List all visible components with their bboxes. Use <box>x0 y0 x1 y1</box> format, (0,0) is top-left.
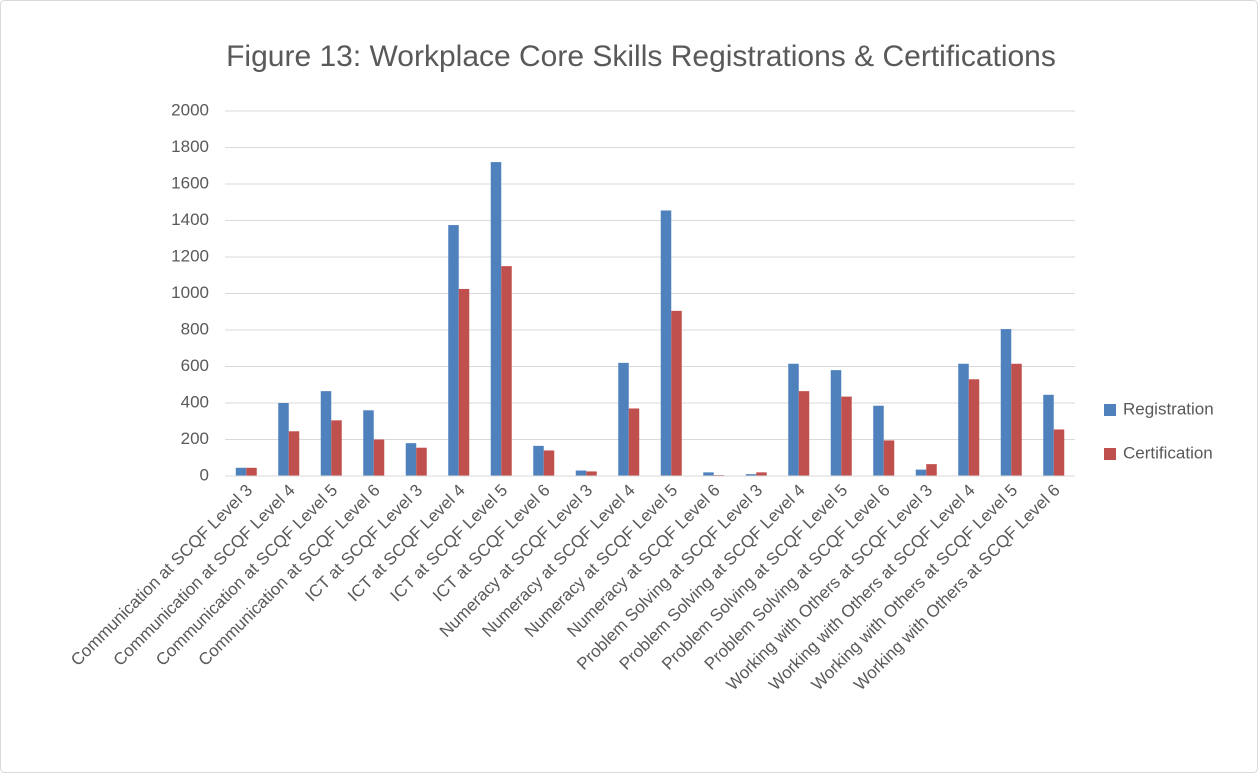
bar <box>703 472 714 476</box>
bar <box>1043 394 1054 476</box>
legend-swatch <box>1104 448 1116 460</box>
bar <box>883 440 895 476</box>
bar <box>405 443 417 476</box>
bar <box>628 408 640 476</box>
bar <box>586 471 597 476</box>
bar <box>1053 429 1065 476</box>
y-tick-label: 800 <box>181 319 209 338</box>
y-tick-label: 400 <box>181 392 209 411</box>
bar <box>798 391 810 476</box>
y-tick-label: 0 <box>200 465 209 484</box>
bar <box>660 210 672 476</box>
bar <box>458 288 470 476</box>
bar <box>490 162 502 476</box>
bar <box>235 467 247 476</box>
bar <box>1000 329 1012 476</box>
bar <box>873 405 884 476</box>
bar <box>448 225 459 476</box>
legend-label: Registration <box>1123 399 1214 418</box>
bar <box>278 403 289 476</box>
bar <box>745 474 757 476</box>
bar <box>331 420 342 476</box>
bar <box>968 379 980 476</box>
y-tick-label: 1800 <box>171 137 209 156</box>
bar <box>363 410 374 476</box>
legend-label: Certification <box>1123 443 1213 462</box>
bar <box>575 470 587 476</box>
bar <box>915 469 927 476</box>
y-tick-label: 1400 <box>171 210 209 229</box>
y-tick-label: 1600 <box>171 173 209 192</box>
bar <box>246 467 257 476</box>
bar <box>830 370 842 476</box>
y-tick-label: 600 <box>181 356 209 375</box>
bar <box>501 266 512 476</box>
bar <box>288 431 300 476</box>
bar <box>671 310 682 476</box>
y-tick-label: 1000 <box>171 283 209 302</box>
bar <box>788 363 799 476</box>
bar <box>373 439 385 476</box>
bar <box>756 472 767 476</box>
chart-title: Figure 13: Workplace Core Skills Registr… <box>226 40 1056 73</box>
bar <box>618 362 629 476</box>
y-tick-label: 2000 <box>171 100 209 119</box>
bar <box>533 445 544 476</box>
bar <box>320 391 332 476</box>
bar <box>1011 363 1022 476</box>
y-tick-label: 200 <box>181 429 209 448</box>
bar <box>958 363 969 476</box>
bar <box>841 396 852 476</box>
bar <box>416 447 427 476</box>
bar <box>543 450 555 476</box>
legend-swatch <box>1104 404 1116 416</box>
bar <box>926 464 937 476</box>
y-tick-label: 1200 <box>171 246 209 265</box>
